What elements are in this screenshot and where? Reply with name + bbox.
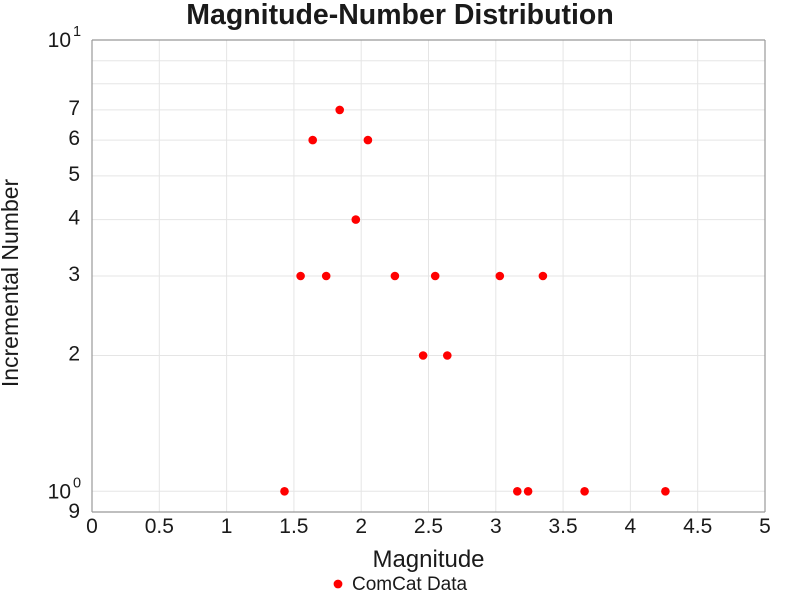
svg-text:1.5: 1.5: [279, 515, 308, 538]
svg-text:5: 5: [759, 515, 771, 538]
svg-text:2: 2: [355, 515, 367, 538]
svg-text:3: 3: [490, 515, 502, 538]
svg-text:Magnitude-Number Distribution: Magnitude-Number Distribution: [186, 0, 613, 31]
svg-text:Incremental Number: Incremental Number: [0, 178, 23, 387]
svg-text:4: 4: [68, 207, 80, 230]
svg-text:9: 9: [68, 500, 80, 523]
svg-text:ComCat Data: ComCat Data: [352, 574, 468, 595]
svg-text:6: 6: [68, 127, 80, 150]
svg-text:3: 3: [68, 263, 80, 286]
svg-text:0: 0: [73, 475, 81, 491]
svg-text:7: 7: [68, 97, 80, 120]
svg-text:0.5: 0.5: [145, 515, 174, 538]
svg-text:4: 4: [625, 515, 637, 538]
svg-text:4.5: 4.5: [683, 515, 712, 538]
svg-text:5: 5: [68, 163, 80, 186]
svg-text:1: 1: [73, 24, 81, 40]
svg-text:0: 0: [86, 515, 98, 538]
svg-text:2.5: 2.5: [414, 515, 443, 538]
svg-text:10: 10: [48, 29, 71, 52]
svg-text:3.5: 3.5: [548, 515, 577, 538]
svg-text:Magnitude: Magnitude: [372, 546, 484, 573]
svg-text:2: 2: [68, 343, 80, 366]
svg-text:1: 1: [221, 515, 233, 538]
